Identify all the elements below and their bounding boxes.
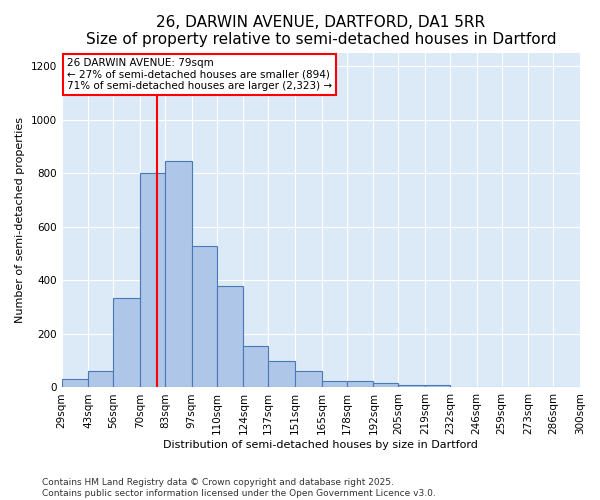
Bar xyxy=(450,386,477,388)
Bar xyxy=(268,360,295,388)
Bar xyxy=(347,381,373,388)
Bar xyxy=(398,386,425,388)
Bar xyxy=(192,246,217,388)
Bar xyxy=(140,173,165,388)
Bar xyxy=(62,380,88,388)
Bar xyxy=(244,346,268,388)
Bar xyxy=(113,298,140,388)
Bar xyxy=(217,286,244,388)
Bar xyxy=(322,381,347,388)
X-axis label: Distribution of semi-detached houses by size in Dartford: Distribution of semi-detached houses by … xyxy=(163,440,478,450)
Bar xyxy=(88,372,113,388)
Bar xyxy=(425,386,450,388)
Text: 26 DARWIN AVENUE: 79sqm
← 27% of semi-detached houses are smaller (894)
71% of s: 26 DARWIN AVENUE: 79sqm ← 27% of semi-de… xyxy=(67,58,332,91)
Bar xyxy=(373,384,398,388)
Title: 26, DARWIN AVENUE, DARTFORD, DA1 5RR
Size of property relative to semi-detached : 26, DARWIN AVENUE, DARTFORD, DA1 5RR Siz… xyxy=(86,15,556,48)
Y-axis label: Number of semi-detached properties: Number of semi-detached properties xyxy=(15,117,25,323)
Bar xyxy=(165,161,192,388)
Bar xyxy=(477,386,502,388)
Bar xyxy=(295,372,322,388)
Text: Contains HM Land Registry data © Crown copyright and database right 2025.
Contai: Contains HM Land Registry data © Crown c… xyxy=(42,478,436,498)
